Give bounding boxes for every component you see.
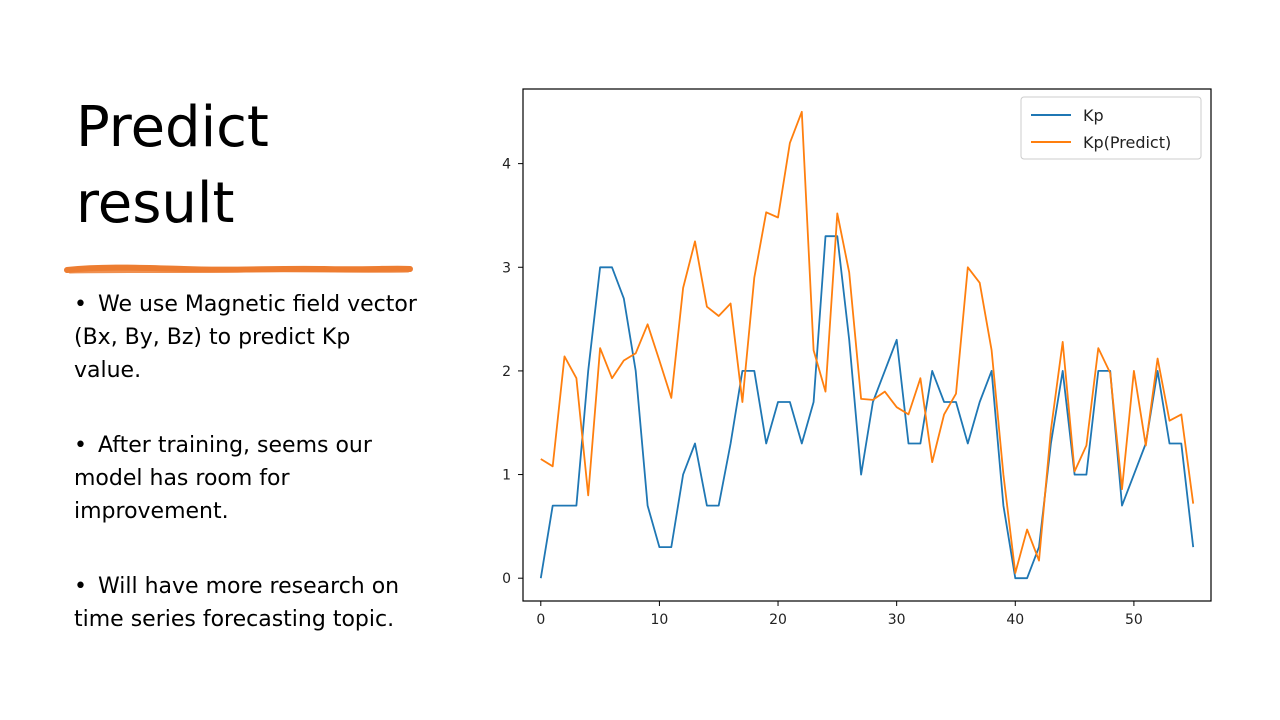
y-tick-label: 2 bbox=[502, 364, 511, 380]
bullet-item: • We use Magnetic field vector (Bx, By, B… bbox=[74, 292, 417, 383]
title-underline bbox=[64, 264, 413, 274]
y-tick-label: 1 bbox=[502, 468, 511, 484]
series-line-kp bbox=[539, 235, 1195, 580]
x-tick-label: 50 bbox=[1125, 612, 1143, 628]
series-line-kp-predict bbox=[540, 110, 1195, 574]
chart: 0 10 20 30 40 50 0 1 2 3 4 Kp Kp(Predict) bbox=[460, 70, 1240, 650]
legend-label: Kp(Predict) bbox=[1083, 133, 1171, 152]
title-line-2: result bbox=[76, 171, 235, 236]
bullet-text: After training, seems our model has room… bbox=[74, 433, 372, 524]
y-tick-label: 3 bbox=[502, 260, 511, 276]
title-line-1: Predict bbox=[76, 95, 269, 160]
bullet-text: Will have more research on time series f… bbox=[74, 574, 400, 632]
bullet-item: • After training, seems our model has roo… bbox=[74, 433, 372, 524]
line-chart: 0 10 20 30 40 50 0 1 2 3 4 Kp Kp(Predict) bbox=[502, 88, 1212, 628]
legend-label: Kp bbox=[1083, 106, 1104, 125]
x-tick-label: 20 bbox=[769, 612, 787, 628]
bullet-item: • Will have more research on time series … bbox=[74, 574, 400, 632]
y-tick-label: 4 bbox=[502, 157, 511, 173]
x-tick-label: 40 bbox=[1006, 612, 1024, 628]
bullet-list: • We use Magnetic field vector (Bx, By, B… bbox=[74, 288, 424, 678]
y-tick-label: 0 bbox=[502, 571, 511, 587]
x-tick-label: 10 bbox=[650, 612, 668, 628]
x-tick-label: 0 bbox=[536, 612, 545, 628]
x-tick-label: 30 bbox=[888, 612, 906, 628]
slide-title: Predict result bbox=[76, 90, 436, 242]
legend-box bbox=[1020, 96, 1202, 160]
plot-frame bbox=[522, 88, 1212, 602]
bullet-text: We use Magnetic field vector (Bx, By, Bz… bbox=[74, 292, 417, 383]
